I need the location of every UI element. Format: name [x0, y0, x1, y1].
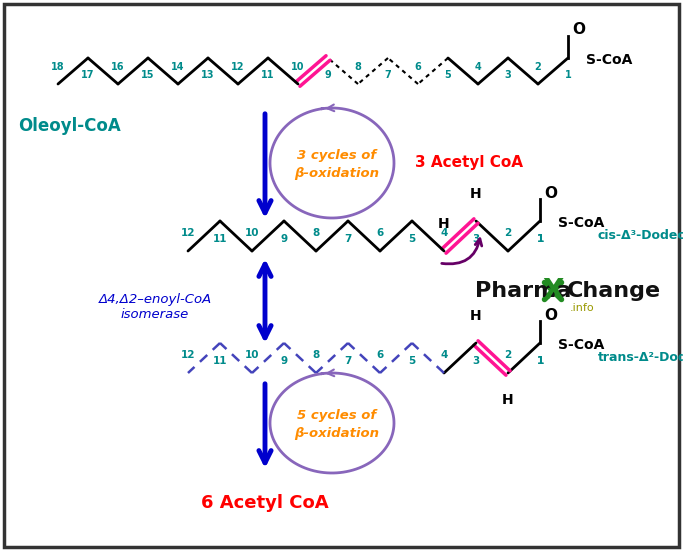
Text: .info: .info [570, 303, 595, 313]
Text: 5: 5 [408, 234, 416, 244]
Text: 15: 15 [141, 70, 155, 80]
Text: 4: 4 [441, 350, 447, 360]
Text: 14: 14 [171, 62, 184, 72]
Text: 5 cycles of: 5 cycles of [297, 408, 376, 422]
Text: 3: 3 [473, 356, 479, 366]
Text: 4: 4 [441, 228, 447, 238]
Text: X: X [542, 277, 563, 305]
Text: 4: 4 [475, 62, 482, 72]
Text: 6 Acetyl CoA: 6 Acetyl CoA [201, 494, 329, 512]
Text: Oleoyl-CoA: Oleoyl-CoA [18, 117, 121, 135]
Text: 8: 8 [354, 62, 361, 72]
Text: 10: 10 [245, 350, 260, 360]
Text: 11: 11 [262, 70, 275, 80]
Text: 18: 18 [51, 62, 65, 72]
Text: 10: 10 [245, 228, 260, 238]
Text: 7: 7 [344, 356, 352, 366]
Text: 3: 3 [505, 70, 512, 80]
Text: β-oxidation: β-oxidation [294, 426, 380, 440]
Text: 3: 3 [473, 234, 479, 244]
Text: β-oxidation: β-oxidation [294, 166, 380, 180]
Text: O: O [572, 23, 585, 37]
Text: 12: 12 [181, 350, 195, 360]
Text: 1: 1 [536, 356, 544, 366]
Text: 6: 6 [376, 228, 384, 238]
Text: S-CoA: S-CoA [558, 338, 604, 352]
Text: isomerase: isomerase [121, 307, 189, 321]
Text: H: H [438, 217, 450, 231]
Text: 1: 1 [536, 234, 544, 244]
Text: 10: 10 [291, 62, 305, 72]
Text: 3 Acetyl CoA: 3 Acetyl CoA [415, 155, 523, 170]
Text: S-CoA: S-CoA [558, 216, 604, 230]
Text: 12: 12 [232, 62, 245, 72]
Text: 1: 1 [565, 70, 572, 80]
Text: 1: 1 [536, 356, 544, 366]
Text: 2: 2 [504, 228, 512, 238]
Text: 2: 2 [504, 350, 512, 360]
Text: 5: 5 [408, 356, 416, 366]
Text: 9: 9 [324, 70, 331, 80]
Text: H: H [470, 309, 482, 323]
Text: H: H [502, 393, 514, 407]
Text: Change: Change [567, 281, 661, 301]
Text: S-CoA: S-CoA [586, 53, 632, 67]
Text: 11: 11 [212, 356, 227, 366]
Text: 9: 9 [281, 234, 288, 244]
Text: 6: 6 [415, 62, 421, 72]
Text: Pharma: Pharma [475, 281, 572, 301]
Text: Δ4,Δ2–enoyl-CoA: Δ4,Δ2–enoyl-CoA [98, 293, 212, 305]
Text: 8: 8 [312, 228, 320, 238]
Text: 11: 11 [212, 234, 227, 244]
Text: 16: 16 [111, 62, 125, 72]
Text: 7: 7 [385, 70, 391, 80]
Text: trans-Δ²-Dodecenoyl-CoA: trans-Δ²-Dodecenoyl-CoA [598, 352, 683, 365]
Text: 8: 8 [312, 350, 320, 360]
Text: H: H [470, 187, 482, 201]
Text: 5: 5 [445, 70, 451, 80]
Text: 6: 6 [376, 350, 384, 360]
Text: 17: 17 [81, 70, 95, 80]
Text: 9: 9 [281, 356, 288, 366]
Text: 1: 1 [536, 234, 544, 244]
Text: 2: 2 [535, 62, 542, 72]
Text: O: O [544, 186, 557, 201]
Text: cis-Δ³-Dodecenoyl-CoA: cis-Δ³-Dodecenoyl-CoA [598, 230, 683, 242]
Text: O: O [544, 307, 557, 322]
Text: 12: 12 [181, 228, 195, 238]
Text: 13: 13 [201, 70, 214, 80]
Text: 7: 7 [344, 234, 352, 244]
Text: 3 cycles of: 3 cycles of [297, 149, 376, 161]
